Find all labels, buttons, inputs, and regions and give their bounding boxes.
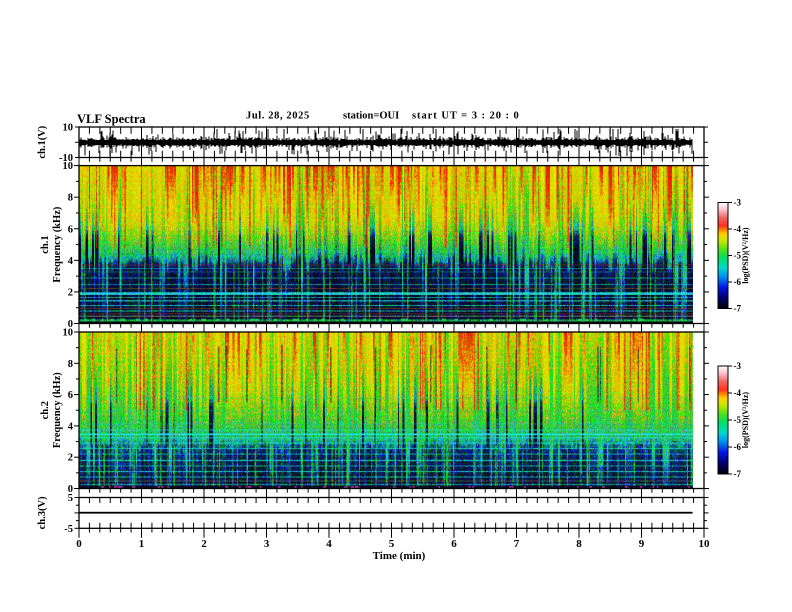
svg-text:Jul. 28, 2025: Jul. 28, 2025 <box>246 111 310 122</box>
svg-text:0: 0 <box>68 319 73 330</box>
svg-text:4: 4 <box>68 256 74 267</box>
svg-text:3: 3 <box>264 538 270 550</box>
svg-text:4: 4 <box>68 421 74 432</box>
svg-text:log(PSD)(V²/Hz): log(PSD)(V²/Hz) <box>741 227 750 284</box>
svg-text:6: 6 <box>68 224 73 235</box>
svg-text:ch.3(V): ch.3(V) <box>37 496 48 529</box>
svg-text:8: 8 <box>576 538 582 550</box>
svg-text:-4: -4 <box>734 224 742 234</box>
svg-text:10: 10 <box>63 161 74 172</box>
svg-text:ch.1(V): ch.1(V) <box>37 125 48 158</box>
svg-text:-3: -3 <box>734 198 742 208</box>
svg-text:2: 2 <box>201 538 207 550</box>
svg-text:2: 2 <box>68 453 73 464</box>
svg-text:Frequency (kHz): Frequency (kHz) <box>52 206 63 282</box>
svg-text:10: 10 <box>63 123 74 134</box>
svg-text:-7: -7 <box>734 304 742 314</box>
svg-text:8: 8 <box>68 193 73 204</box>
svg-text:Frequency (kHz): Frequency (kHz) <box>52 372 63 448</box>
svg-text:2: 2 <box>68 287 73 298</box>
svg-text:start UT = 3 : 20 : 0: start UT = 3 : 20 : 0 <box>412 111 520 122</box>
svg-text:-4: -4 <box>734 388 742 398</box>
svg-text:6: 6 <box>68 390 73 401</box>
svg-text:ch.2: ch.2 <box>40 401 51 419</box>
svg-text:Time (min): Time (min) <box>373 550 426 562</box>
svg-text:4: 4 <box>326 538 332 550</box>
svg-text:station=OUI: station=OUI <box>343 111 399 122</box>
svg-text:-7: -7 <box>734 469 742 479</box>
svg-text:-5: -5 <box>734 251 742 261</box>
svg-text:-3: -3 <box>734 361 742 371</box>
svg-text:VLF Spectra: VLF Spectra <box>77 112 146 126</box>
svg-text:log(PSD)(V²/Hz): log(PSD)(V²/Hz) <box>741 392 750 449</box>
svg-text:-10: -10 <box>59 153 73 164</box>
svg-text:ch.1: ch.1 <box>40 235 51 253</box>
svg-text:-5: -5 <box>64 524 73 535</box>
svg-text:1: 1 <box>139 538 145 550</box>
svg-text:5: 5 <box>389 538 395 550</box>
svg-text:0: 0 <box>68 484 73 495</box>
svg-text:10: 10 <box>63 328 74 339</box>
svg-text:0: 0 <box>76 538 82 550</box>
svg-text:6: 6 <box>451 538 457 550</box>
svg-text:9: 9 <box>639 538 645 550</box>
svg-text:5: 5 <box>68 493 73 504</box>
svg-text:7: 7 <box>514 538 520 550</box>
svg-text:10: 10 <box>699 538 711 550</box>
svg-text:-6: -6 <box>734 442 742 452</box>
svg-text:-6: -6 <box>734 277 742 287</box>
svg-text:8: 8 <box>68 359 73 370</box>
svg-text:-5: -5 <box>734 415 742 425</box>
